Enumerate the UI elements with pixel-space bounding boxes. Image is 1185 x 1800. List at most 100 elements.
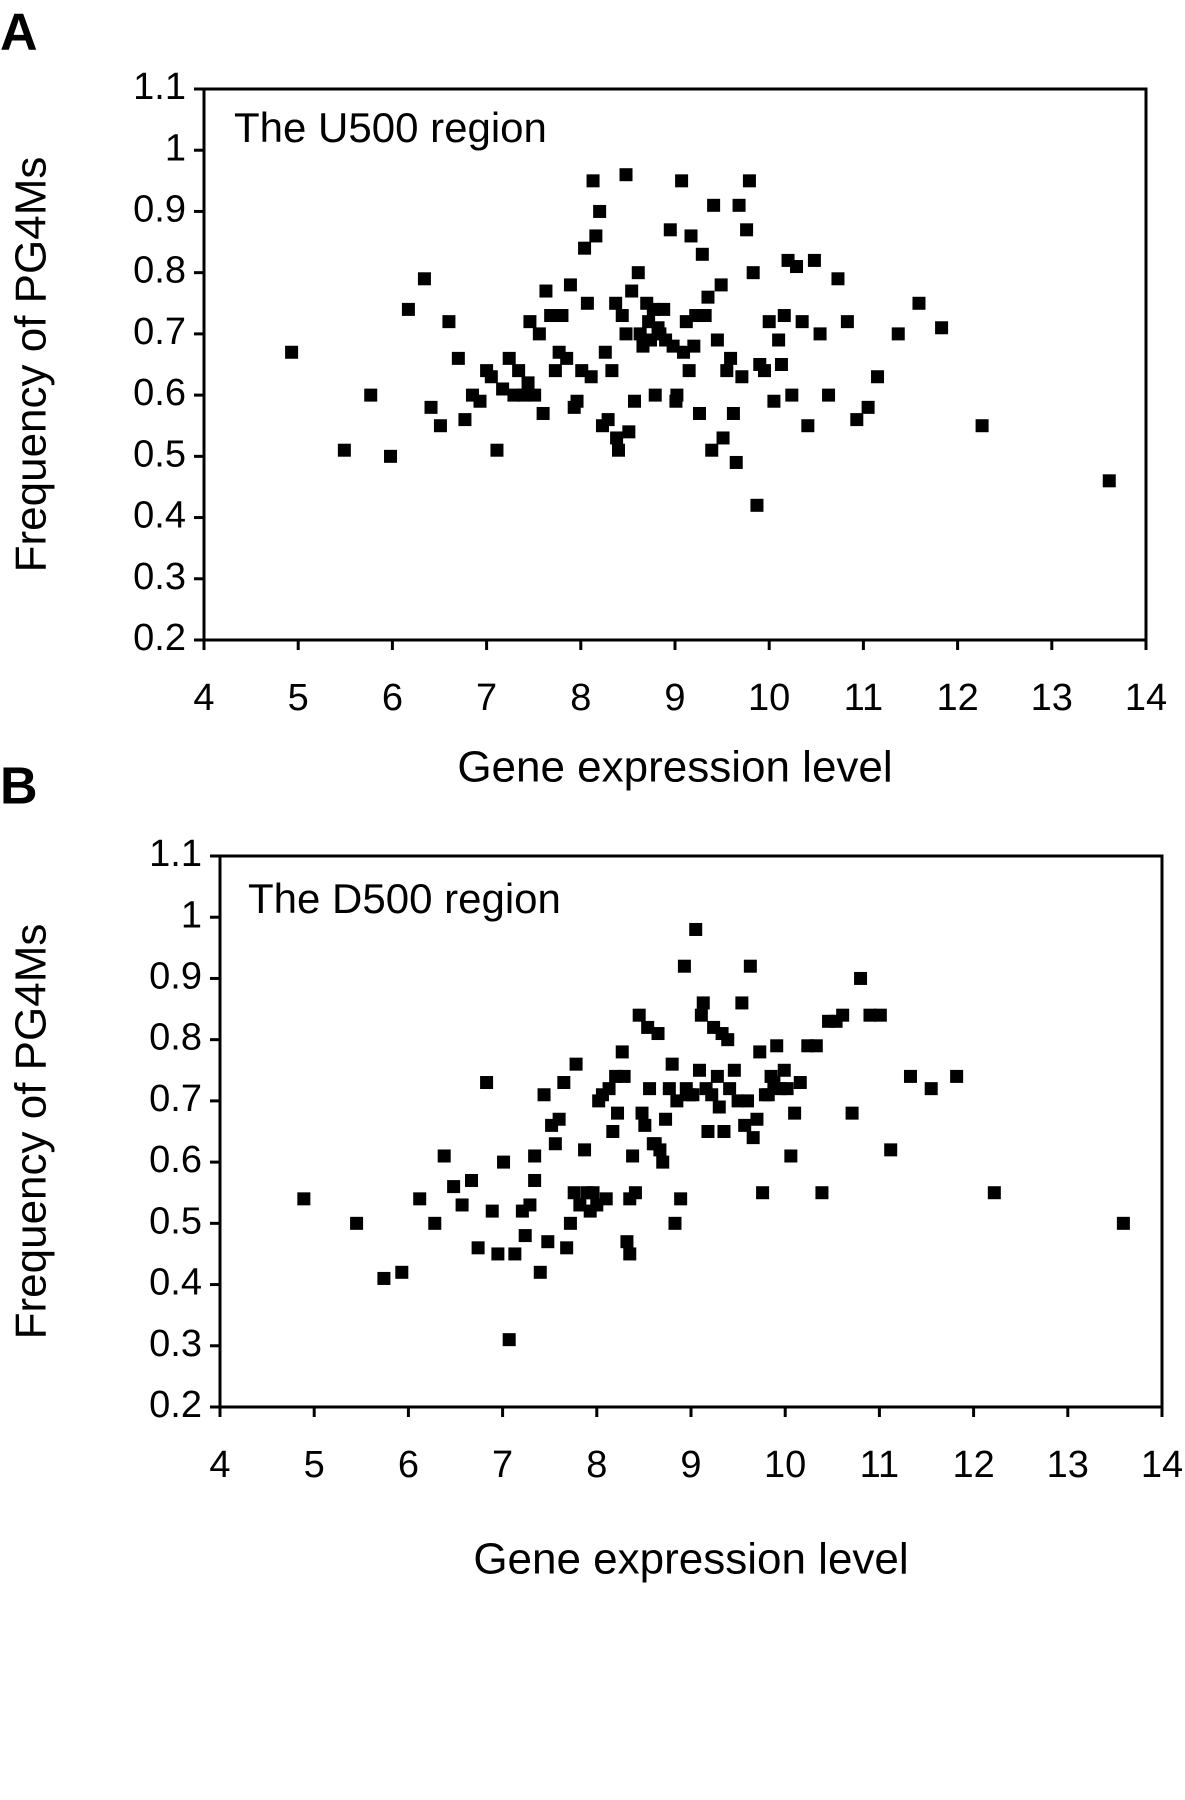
point (735, 996, 749, 1010)
point (891, 327, 905, 341)
point (662, 1082, 676, 1096)
point (497, 1155, 511, 1169)
point (659, 1112, 673, 1126)
point (705, 1088, 719, 1102)
point (746, 266, 760, 280)
x-tick-label: 6 (382, 677, 403, 719)
point (742, 174, 756, 188)
point (695, 247, 709, 261)
point (750, 1112, 764, 1126)
point (609, 296, 623, 310)
point (528, 388, 542, 402)
point (599, 1192, 613, 1206)
x-tick-label: 6 (398, 1444, 419, 1486)
point (502, 351, 516, 365)
x-tick-label: 14 (1125, 677, 1167, 719)
x-tick-label: 9 (680, 1444, 701, 1486)
point (580, 296, 594, 310)
point (777, 1063, 791, 1077)
point (626, 1149, 640, 1163)
point (670, 1094, 684, 1108)
point (741, 1094, 755, 1108)
point (807, 253, 821, 267)
point (602, 1082, 616, 1096)
point (686, 1088, 700, 1102)
y-tick-label: 0.5 (149, 1200, 202, 1242)
point (767, 394, 781, 408)
point (458, 413, 472, 427)
x-tick-label: 14 (1141, 1444, 1183, 1486)
y-tick-label: 0.8 (133, 250, 186, 292)
x-tick-label: 13 (1047, 1444, 1089, 1486)
point (471, 1241, 485, 1255)
x-axis-label: Gene expression level (457, 743, 892, 792)
point (611, 443, 625, 457)
point (437, 1149, 451, 1163)
point (541, 1235, 555, 1249)
point (447, 1180, 461, 1194)
point (433, 419, 447, 433)
point (623, 1247, 637, 1261)
point (523, 315, 537, 329)
point (836, 1008, 850, 1022)
point (815, 1186, 829, 1200)
x-tick-label: 11 (844, 677, 883, 719)
point (536, 406, 550, 420)
point (710, 1069, 724, 1083)
point (523, 1198, 537, 1212)
y-tick-label: 0.3 (149, 1323, 202, 1365)
point (584, 370, 598, 384)
x-tick-label: 13 (1031, 677, 1073, 719)
point (732, 198, 746, 212)
point (521, 376, 535, 390)
point (611, 1106, 625, 1120)
x-axis-label: Gene expression level (473, 1535, 908, 1584)
x-tick-label: 4 (209, 1444, 230, 1486)
panel-label: A (0, 4, 38, 62)
point (570, 394, 584, 408)
point (813, 327, 827, 341)
point (1116, 1216, 1130, 1230)
point (413, 1192, 427, 1206)
point (975, 419, 989, 433)
point (610, 431, 624, 445)
point (625, 284, 639, 298)
point (696, 996, 710, 1010)
point (622, 425, 636, 439)
point (682, 364, 696, 378)
point (831, 272, 845, 286)
x-tick-label: 12 (952, 1444, 994, 1486)
point (809, 1039, 823, 1053)
point (670, 388, 684, 402)
point (586, 1186, 600, 1200)
point (628, 1186, 642, 1200)
point (912, 296, 926, 310)
point (567, 1186, 581, 1200)
point (337, 443, 351, 457)
point (710, 333, 724, 347)
y-tick-label: 0.8 (149, 1017, 202, 1059)
point (684, 229, 698, 243)
y-tick-label: 0.9 (149, 955, 202, 997)
point (586, 174, 600, 188)
point (297, 1192, 311, 1206)
point (638, 1118, 652, 1132)
point (473, 394, 487, 408)
point (619, 168, 633, 182)
point (605, 364, 619, 378)
point (502, 1333, 516, 1347)
y-tick-label: 0.2 (133, 617, 186, 659)
point (735, 370, 749, 384)
point (701, 1125, 715, 1138)
annotation: The U500 region (234, 104, 547, 151)
point (756, 1186, 770, 1200)
point (701, 290, 715, 304)
point (698, 309, 712, 323)
point (692, 1063, 706, 1077)
point (560, 1241, 574, 1255)
point (578, 241, 592, 255)
x-tick-label: 8 (586, 1444, 607, 1486)
x-tick-label: 10 (764, 1444, 806, 1486)
point (589, 229, 603, 243)
